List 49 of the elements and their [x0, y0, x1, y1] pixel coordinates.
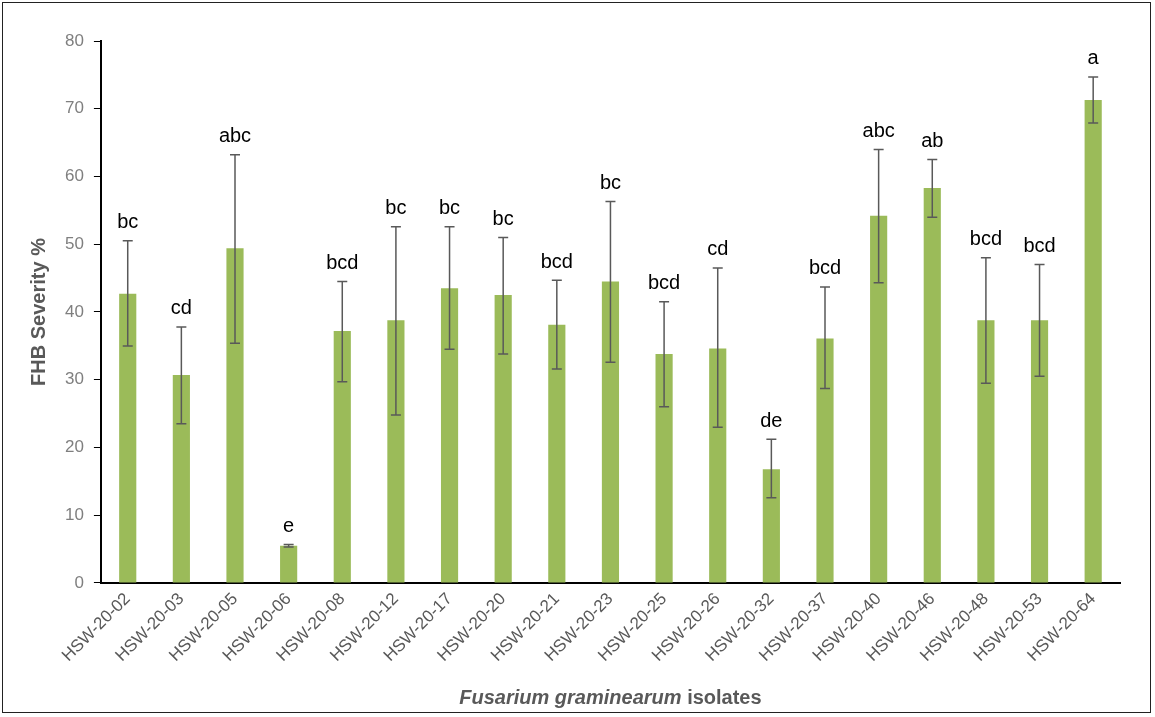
y-tick-label: 10 — [64, 504, 84, 524]
bar — [923, 188, 941, 583]
annotation: cd — [707, 237, 729, 260]
y-tick-label: 20 — [64, 437, 84, 457]
y-tick-label: 80 — [64, 30, 84, 50]
y-axis-title: FHB Severity % — [26, 237, 49, 386]
bar — [762, 469, 780, 583]
annotation: bc — [599, 171, 622, 194]
annotation: bcd — [540, 249, 573, 272]
annotation: bc — [438, 196, 461, 219]
bar — [119, 293, 137, 583]
bar — [977, 320, 995, 583]
bar — [226, 248, 244, 583]
bar — [280, 545, 298, 583]
bar — [387, 320, 405, 583]
bar — [548, 324, 566, 583]
bar — [655, 354, 673, 583]
y-tick-label: 50 — [64, 233, 84, 253]
annotation: de — [760, 408, 783, 431]
annotation: bcd — [808, 256, 842, 279]
bar — [172, 375, 190, 583]
bar — [601, 281, 620, 583]
annotation: abc — [218, 124, 252, 147]
annotation: a — [1087, 46, 1100, 69]
y-tick-label: 30 — [64, 369, 84, 389]
bar — [709, 348, 727, 583]
annotation: bcd — [1023, 234, 1056, 257]
y-tick-label: 0 — [74, 572, 84, 592]
bar — [440, 288, 459, 583]
annotation: bc — [385, 196, 407, 219]
bar — [333, 330, 351, 583]
y-tick-label: 40 — [64, 301, 84, 321]
annotation: e — [283, 513, 295, 536]
annotation: bc — [492, 206, 514, 229]
y-tick-label: 70 — [64, 98, 84, 118]
bar — [870, 215, 888, 583]
annotation: bc — [117, 210, 139, 233]
annotation: bcd — [326, 251, 359, 274]
bar — [494, 295, 512, 583]
bar — [1084, 99, 1102, 583]
annotation: bcd — [647, 271, 681, 294]
y-tick-label: 60 — [64, 166, 84, 186]
bar — [1030, 320, 1049, 583]
annotation: ab — [921, 129, 944, 152]
annotation: cd — [170, 296, 192, 319]
x-axis-title: Fusarium graminearum isolates — [459, 686, 762, 708]
bar — [816, 338, 834, 583]
annotation: abc — [862, 118, 895, 141]
annotation: bcd — [969, 227, 1003, 250]
